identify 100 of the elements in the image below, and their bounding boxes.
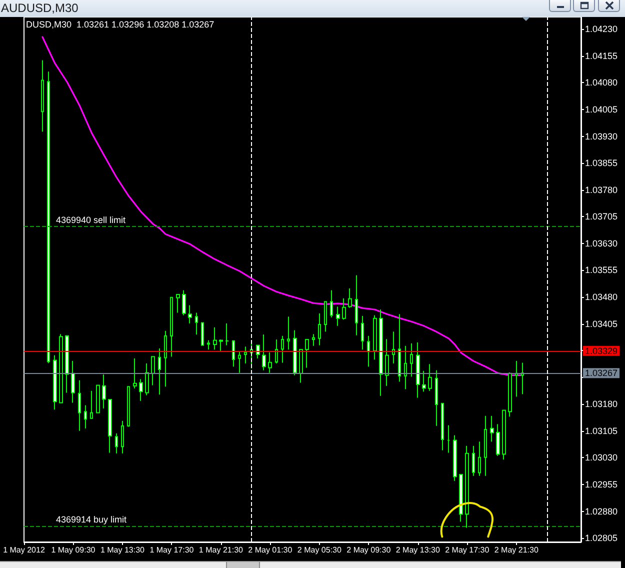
chart-subtitle: DUSD,M30 1.03261 1.03296 1.03208 1.03267 <box>26 20 214 30</box>
candlestick <box>207 340 210 350</box>
x-tick-label: 2 May 17:30 <box>445 546 490 554</box>
candlestick <box>170 296 173 358</box>
x-tick-label: 2 May 05:30 <box>297 546 342 554</box>
candlestick <box>508 372 512 418</box>
candlestick <box>145 362 149 396</box>
candlestick <box>262 334 266 371</box>
candlestick <box>53 354 57 410</box>
y-tick-label: 1.03405 <box>585 318 618 329</box>
candlestick <box>188 304 192 324</box>
candlestick <box>195 312 198 335</box>
y-tick-label: 1.03930 <box>585 131 618 142</box>
candlestick <box>416 342 420 398</box>
candlestick <box>447 424 450 454</box>
candlestick <box>71 360 75 404</box>
candlestick <box>435 370 438 426</box>
x-tick-label: 2 May 09:30 <box>346 546 392 554</box>
candlestick <box>59 334 63 404</box>
y-tick-label: 1.02955 <box>585 480 618 490</box>
candlestick <box>404 345 407 390</box>
candlestick <box>336 306 340 326</box>
candlestick <box>318 312 321 346</box>
y-tick-label: 1.03030 <box>585 452 618 463</box>
candlestick <box>496 424 500 456</box>
candlestick <box>201 322 204 346</box>
x-tick-label: 2 May 13:30 <box>396 546 440 554</box>
candlestick <box>361 315 364 350</box>
candlestick <box>84 404 87 429</box>
candlestick <box>65 334 69 394</box>
candlestick <box>268 352 272 374</box>
ref-line-label: 4369940 sell limit <box>56 215 126 226</box>
candlestick <box>90 390 93 419</box>
candlestick <box>108 399 112 454</box>
candlestick <box>232 340 235 368</box>
y-tick-label: 1.03555 <box>585 265 618 276</box>
candlestick <box>96 384 100 414</box>
candlestick <box>398 314 401 382</box>
candlestick <box>373 314 377 360</box>
y-tick-label: 1.03630 <box>585 238 618 248</box>
candlestick <box>158 348 161 395</box>
y-tick-label: 1.03105 <box>585 426 618 436</box>
candlestick <box>428 364 432 392</box>
x-tick-label: 1 May 17:30 <box>150 546 194 554</box>
candlestick <box>490 415 494 442</box>
ref-line-label: 1.03267 <box>585 368 618 378</box>
candlestick <box>459 474 463 522</box>
y-tick-label: 1.03180 <box>585 399 618 410</box>
x-tick-label: 2 May 21:30 <box>494 546 539 554</box>
candlestick <box>164 330 167 388</box>
ref-line-label: 1.03329 <box>585 346 618 356</box>
candlestick <box>78 380 81 432</box>
candlestick <box>472 445 475 476</box>
y-tick-label: 1.04230 <box>585 24 618 34</box>
candlestick <box>115 432 118 454</box>
candlestick <box>392 331 395 364</box>
line-series <box>42 36 524 376</box>
candlestick <box>151 356 155 386</box>
candlestick <box>281 335 284 364</box>
candlestick <box>521 362 524 395</box>
candlestick <box>182 290 186 316</box>
candlestick <box>348 288 352 308</box>
x-tick-label: 2 May 01:30 <box>248 546 293 554</box>
y-tick-label: 1.03480 <box>585 292 618 302</box>
candlestick <box>41 60 44 132</box>
candlestick <box>127 386 130 428</box>
candlestick <box>293 330 297 376</box>
y-tick-label: 1.04005 <box>585 104 618 114</box>
y-tick-label: 1.04080 <box>585 78 618 88</box>
candlestick <box>238 351 241 374</box>
candlestick <box>379 309 383 396</box>
y-tick-label: 1.02880 <box>585 506 618 516</box>
chart-title: AUDUSD,M30 <box>1 1 78 16</box>
candlestick <box>219 339 223 352</box>
candlestick <box>102 374 106 409</box>
candlestick <box>287 316 290 350</box>
candlestick <box>225 322 229 346</box>
candlestick <box>139 378 143 402</box>
candlestick <box>515 360 518 398</box>
candlestick <box>133 358 137 389</box>
ref-line-label: 4369914 buy limit <box>56 514 128 524</box>
candlestick <box>299 349 303 384</box>
y-tick-label: 1.03855 <box>585 158 618 168</box>
candlestick <box>410 342 413 378</box>
y-tick-label: 1.02805 <box>585 533 618 544</box>
candlestick <box>305 339 309 368</box>
candlestick <box>484 415 487 476</box>
candlestick <box>244 346 247 364</box>
candlestick <box>176 294 180 314</box>
candlestick <box>478 441 481 476</box>
candlestick <box>324 301 327 332</box>
y-tick-label: 1.04155 <box>585 50 618 61</box>
candlestick <box>312 334 315 346</box>
candlestick <box>502 410 506 460</box>
candlestick <box>453 434 457 482</box>
candlestick <box>342 298 346 320</box>
candlestick <box>385 338 389 386</box>
candlestick <box>441 402 444 451</box>
x-tick-label: 1 May 13:30 <box>100 546 146 554</box>
y-tick-label: 1.03705 <box>585 212 618 222</box>
